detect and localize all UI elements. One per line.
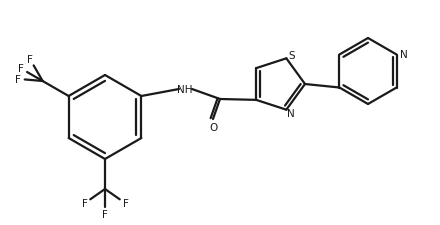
Text: F: F [18,64,24,74]
Text: O: O [209,122,217,132]
Text: S: S [288,51,295,61]
Text: F: F [123,198,128,208]
Text: F: F [81,198,88,208]
Text: NH: NH [177,85,193,94]
Text: F: F [102,209,108,219]
Text: F: F [15,74,21,84]
Text: F: F [27,55,33,65]
Text: N: N [287,108,295,118]
Text: N: N [400,50,407,60]
